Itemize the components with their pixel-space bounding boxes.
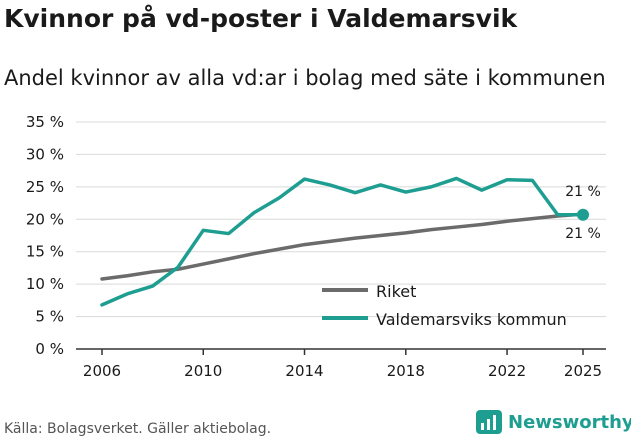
y-tick-label: 30 % bbox=[26, 145, 64, 163]
legend-label-riket: Riket bbox=[376, 282, 416, 301]
x-tick-label: 2025 bbox=[564, 362, 602, 380]
x-tick-label: 2022 bbox=[488, 362, 526, 380]
y-tick-label: 0 % bbox=[35, 340, 64, 358]
x-tick-label: 2010 bbox=[184, 362, 222, 380]
chart-subtitle: Andel kvinnor av alla vd:ar i bolag med … bbox=[4, 66, 606, 90]
y-tick-label: 25 % bbox=[26, 178, 64, 196]
series-line-kommun bbox=[100, 176, 585, 307]
bar-chart-icon bbox=[476, 410, 502, 434]
y-tick-label: 20 % bbox=[26, 210, 64, 228]
brand-name: Newsworthy bbox=[508, 411, 631, 433]
x-axis: 2006 2010 2014 2018 2022 2025 bbox=[76, 348, 606, 380]
x-tick-label: 2006 bbox=[83, 362, 121, 380]
x-tick-label: 2014 bbox=[285, 362, 323, 380]
legend-label-kommun: Valdemarsviks kommun bbox=[376, 310, 567, 329]
series-line-riket bbox=[100, 212, 585, 281]
source-note: Källa: Bolagsverket. Gäller aktiebolag. bbox=[4, 421, 272, 437]
end-label-riket: 21 % bbox=[565, 226, 601, 242]
y-tick-label: 5 % bbox=[35, 308, 64, 326]
y-tick-label: 15 % bbox=[26, 243, 64, 261]
end-label-kommun: 21 % bbox=[565, 184, 601, 200]
legend: Riket Valdemarsviks kommun bbox=[322, 282, 567, 329]
end-labels: 21 % 21 % bbox=[565, 184, 601, 242]
y-tick-label: 35 % bbox=[26, 113, 64, 131]
x-tick-label: 2018 bbox=[387, 362, 425, 380]
end-point-marker bbox=[577, 208, 589, 221]
chart-title: Kvinnor på vd-poster i Valdemarsvik bbox=[4, 4, 518, 33]
brand-logo: Newsworthy bbox=[476, 410, 631, 434]
y-axis-ticks: 0 % 5 % 10 % 15 % 20 % 25 % 30 % 35 % bbox=[26, 113, 64, 358]
y-tick-label: 10 % bbox=[26, 275, 64, 293]
series-lines bbox=[100, 176, 589, 307]
